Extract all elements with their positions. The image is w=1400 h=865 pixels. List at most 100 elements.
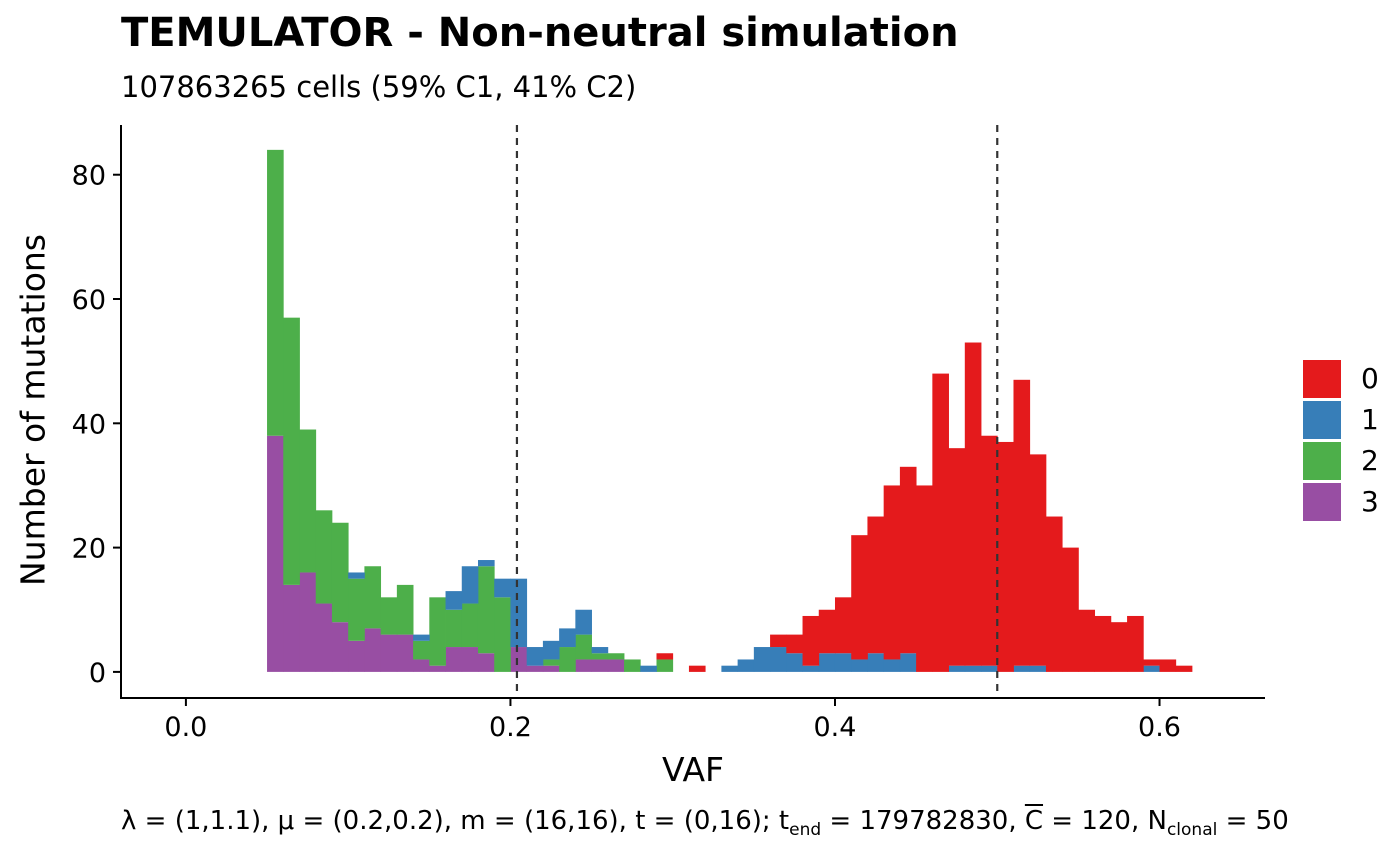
bar-series-0 [1078,609,1096,672]
bar-series-1 [883,659,901,672]
bar-series-0 [818,609,836,654]
caption-sub-end: end [789,820,822,840]
bar-series-1 [1029,665,1047,672]
bar-series-0 [851,535,868,660]
bar-series-3 [607,659,625,672]
x-axis-label: VAF [661,750,725,789]
caption-cbar: C [1024,806,1044,836]
bar-series-1 [445,591,463,610]
legend-item-2: 2 [1303,440,1379,481]
bar-series-2 [299,429,317,573]
bar-series-1 [802,665,820,672]
bar-series-2 [445,609,463,648]
chart-subtitle: 107863265 cells (59% C1, 41% C2) [121,70,637,104]
caption-part-2: = 179782830, [821,806,1025,836]
legend: 0 1 2 3 [1303,358,1379,522]
bar-series-1 [851,659,868,672]
bar-series-2 [607,653,625,660]
legend-label: 3 [1361,485,1379,518]
bar-series-1 [753,647,771,672]
y-tick-label: 0 [89,658,106,689]
legend-swatch [1303,482,1341,521]
legend-label: 2 [1361,444,1379,477]
bar-series-3 [575,659,592,672]
bar-series-1 [721,665,739,672]
caption-sub-clonal: clonal [1166,820,1218,840]
bar-series-1 [575,609,592,635]
bar-series-3 [510,647,528,672]
bar-series-3 [267,435,284,672]
bar-series-1 [1013,665,1031,672]
bar-series-2 [380,597,398,635]
x-tick-label: 0.6 [1138,712,1181,743]
bar-series-0 [981,435,998,666]
bar-series-1 [591,647,609,654]
bar-series-1 [526,647,544,666]
bar-series-3 [396,634,414,672]
bar-series-0 [1110,622,1128,672]
bar-series-1 [510,578,528,648]
bar-series-0 [786,634,803,654]
bar-series-3 [477,653,495,672]
bar-series-3 [348,640,365,672]
bar-series-2 [429,597,446,666]
bar-series-2 [656,659,674,672]
x-tick-label: 0.0 [164,712,207,743]
bar-series-2 [494,597,511,672]
bar-series-2 [331,522,349,623]
bar-series-3 [429,665,446,672]
bar-series-1 [770,647,787,672]
bar-series-2 [591,653,609,660]
caption: λ = (1,1.1), μ = (0.2,0.2), m = (16,16),… [121,806,1289,840]
bar-series-3 [331,622,349,672]
bar-series-0 [1062,547,1079,672]
bar-series-1 [737,659,755,672]
bar-series-1 [559,628,576,648]
legend-label: 0 [1361,362,1379,395]
legend-item-0: 0 [1303,358,1379,399]
bar-series-0 [916,485,933,672]
bar-series-0 [867,516,885,654]
y-tick-label: 20 [72,534,106,565]
bar-series-2 [267,149,284,436]
chart-title: TEMULATOR - Non-neutral simulation [121,10,959,56]
bar-series-3 [445,647,463,672]
legend-item-3: 3 [1303,481,1379,522]
bar-series-3 [364,628,382,672]
bar-series-1 [477,560,495,567]
bar-series-2 [575,634,592,660]
bar-series-0 [1175,665,1193,672]
bar-series-2 [477,566,495,654]
y-tick-label: 40 [72,409,106,440]
bar-series-1 [834,653,852,672]
bar-series-3 [461,647,479,672]
bar-series-2 [348,578,365,641]
bar-series-0 [1094,615,1112,672]
caption-part-3: = 120, N [1043,806,1167,836]
bar-series-2 [364,566,382,629]
bar-series-1 [640,665,657,672]
y-tick-label: 80 [72,161,106,192]
bar-series-0 [883,485,901,660]
bar-series-3 [413,659,430,672]
bar-series-2 [413,640,430,660]
bar-series-2 [624,659,641,672]
bar-series-1 [413,634,430,641]
bar-series-0 [997,441,1014,672]
bar-series-0 [834,597,852,654]
bar-series-1 [867,653,885,672]
bar-series-2 [542,659,560,666]
bar-series-1 [1143,665,1160,672]
bar-series-3 [299,572,317,672]
y-tick-label: 60 [72,285,106,316]
x-tick-label: 0.4 [814,712,857,743]
bar-series-3 [380,634,398,672]
caption-part-1: λ = (1,1.1), μ = (0.2,0.2), m = (16,16),… [121,806,790,836]
y-axis-label: Number of mutations [13,234,53,586]
bar-series-0 [948,448,966,666]
caption-part-4: = 50 [1217,806,1289,836]
bar-series-0 [1045,516,1063,672]
bar-series-1 [348,572,365,579]
bar-series-1 [494,578,511,598]
